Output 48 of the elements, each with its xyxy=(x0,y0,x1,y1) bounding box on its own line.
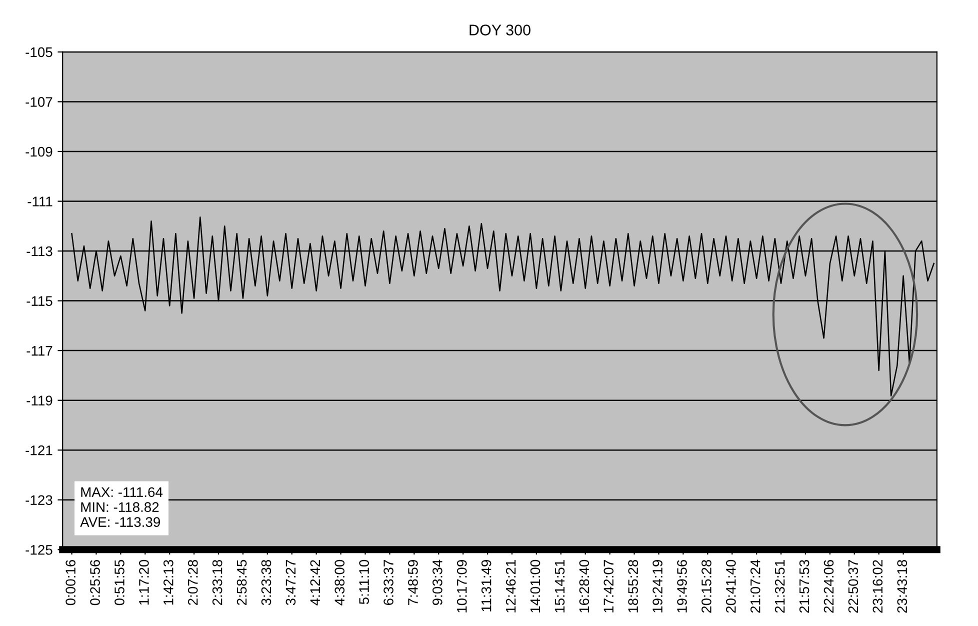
y-tick-label: -105 xyxy=(26,47,52,58)
x-tick-label: 22:50:37 xyxy=(848,560,858,613)
x-tick-label: 17:42:07 xyxy=(604,560,614,612)
x-tick-label: 16:28:40 xyxy=(579,560,590,612)
x-tick-label: 15:14:51 xyxy=(554,560,565,612)
y-tick-label: -113 xyxy=(26,246,52,256)
x-tick-label: 21:57:53 xyxy=(799,560,810,613)
x-tick-label: 14:01:00 xyxy=(530,560,540,612)
y-tick-label: -121 xyxy=(26,445,52,456)
y-tick-label: -125 xyxy=(26,544,52,555)
x-tick-label: 19:49:56 xyxy=(677,560,687,612)
x-tick-label: 21:32:51 xyxy=(774,560,785,613)
x-tick-label: 0:51:55 xyxy=(114,560,124,606)
x-tick-label: 20:15:28 xyxy=(702,560,712,613)
x-tick-label: 4:12:42 xyxy=(310,560,320,606)
x-tick-label: 7:48:59 xyxy=(408,560,418,605)
x-tick-label: 11:31:49 xyxy=(481,560,492,612)
x-tick-label: 2:07:28 xyxy=(188,560,198,605)
y-tick-label: -115 xyxy=(26,296,52,306)
x-tick-label: 23:16:02 xyxy=(872,560,883,613)
y-tick-label: -107 xyxy=(26,97,52,107)
x-tick-label: 2:58:45 xyxy=(236,560,247,605)
x-tick-label: 1:17:20 xyxy=(139,560,149,605)
x-tick-label: 22:24:06 xyxy=(824,560,834,613)
x-tick-label: 2:33:18 xyxy=(212,560,222,605)
x-tick-label: 18:55:28 xyxy=(628,560,638,612)
x-tick-label: 4:38:00 xyxy=(334,560,345,606)
x-tick-label: 12:46:21 xyxy=(506,560,516,612)
y-tick-label: -119 xyxy=(26,396,52,406)
y-tick-label: -117 xyxy=(26,346,52,356)
annotation: MAX: -111.64 MIN: -118.82 AVE: -113.39 xyxy=(80,487,163,527)
y-tick-label: -111 xyxy=(28,196,52,206)
x-tick-label: 3:47:27 xyxy=(286,560,296,606)
y-tick-label: -109 xyxy=(26,146,52,157)
y-tick-label: -123 xyxy=(26,495,52,506)
x-tick-label: 20:41:40 xyxy=(726,560,736,613)
x-tick-label: 3:23:38 xyxy=(261,560,272,606)
x-tick-label: 10:17:09 xyxy=(456,560,467,612)
x-tick-label: 21:07:24 xyxy=(750,560,760,613)
x-tick-label: 23:43:18 xyxy=(897,560,908,613)
x-tick-label: 9:03:34 xyxy=(432,560,442,606)
x-tick-label: 0:25:56 xyxy=(90,560,100,606)
x-tick-label: 0:00:16 xyxy=(66,560,76,606)
x-tick-label: 6:33:37 xyxy=(384,560,394,605)
x-tick-label: 5:11:10 xyxy=(359,560,369,604)
x-tick-label: 19:24:19 xyxy=(652,560,662,612)
chart-title: DOY 300 xyxy=(470,24,530,36)
x-tick-label: 1:42:13 xyxy=(163,560,174,605)
